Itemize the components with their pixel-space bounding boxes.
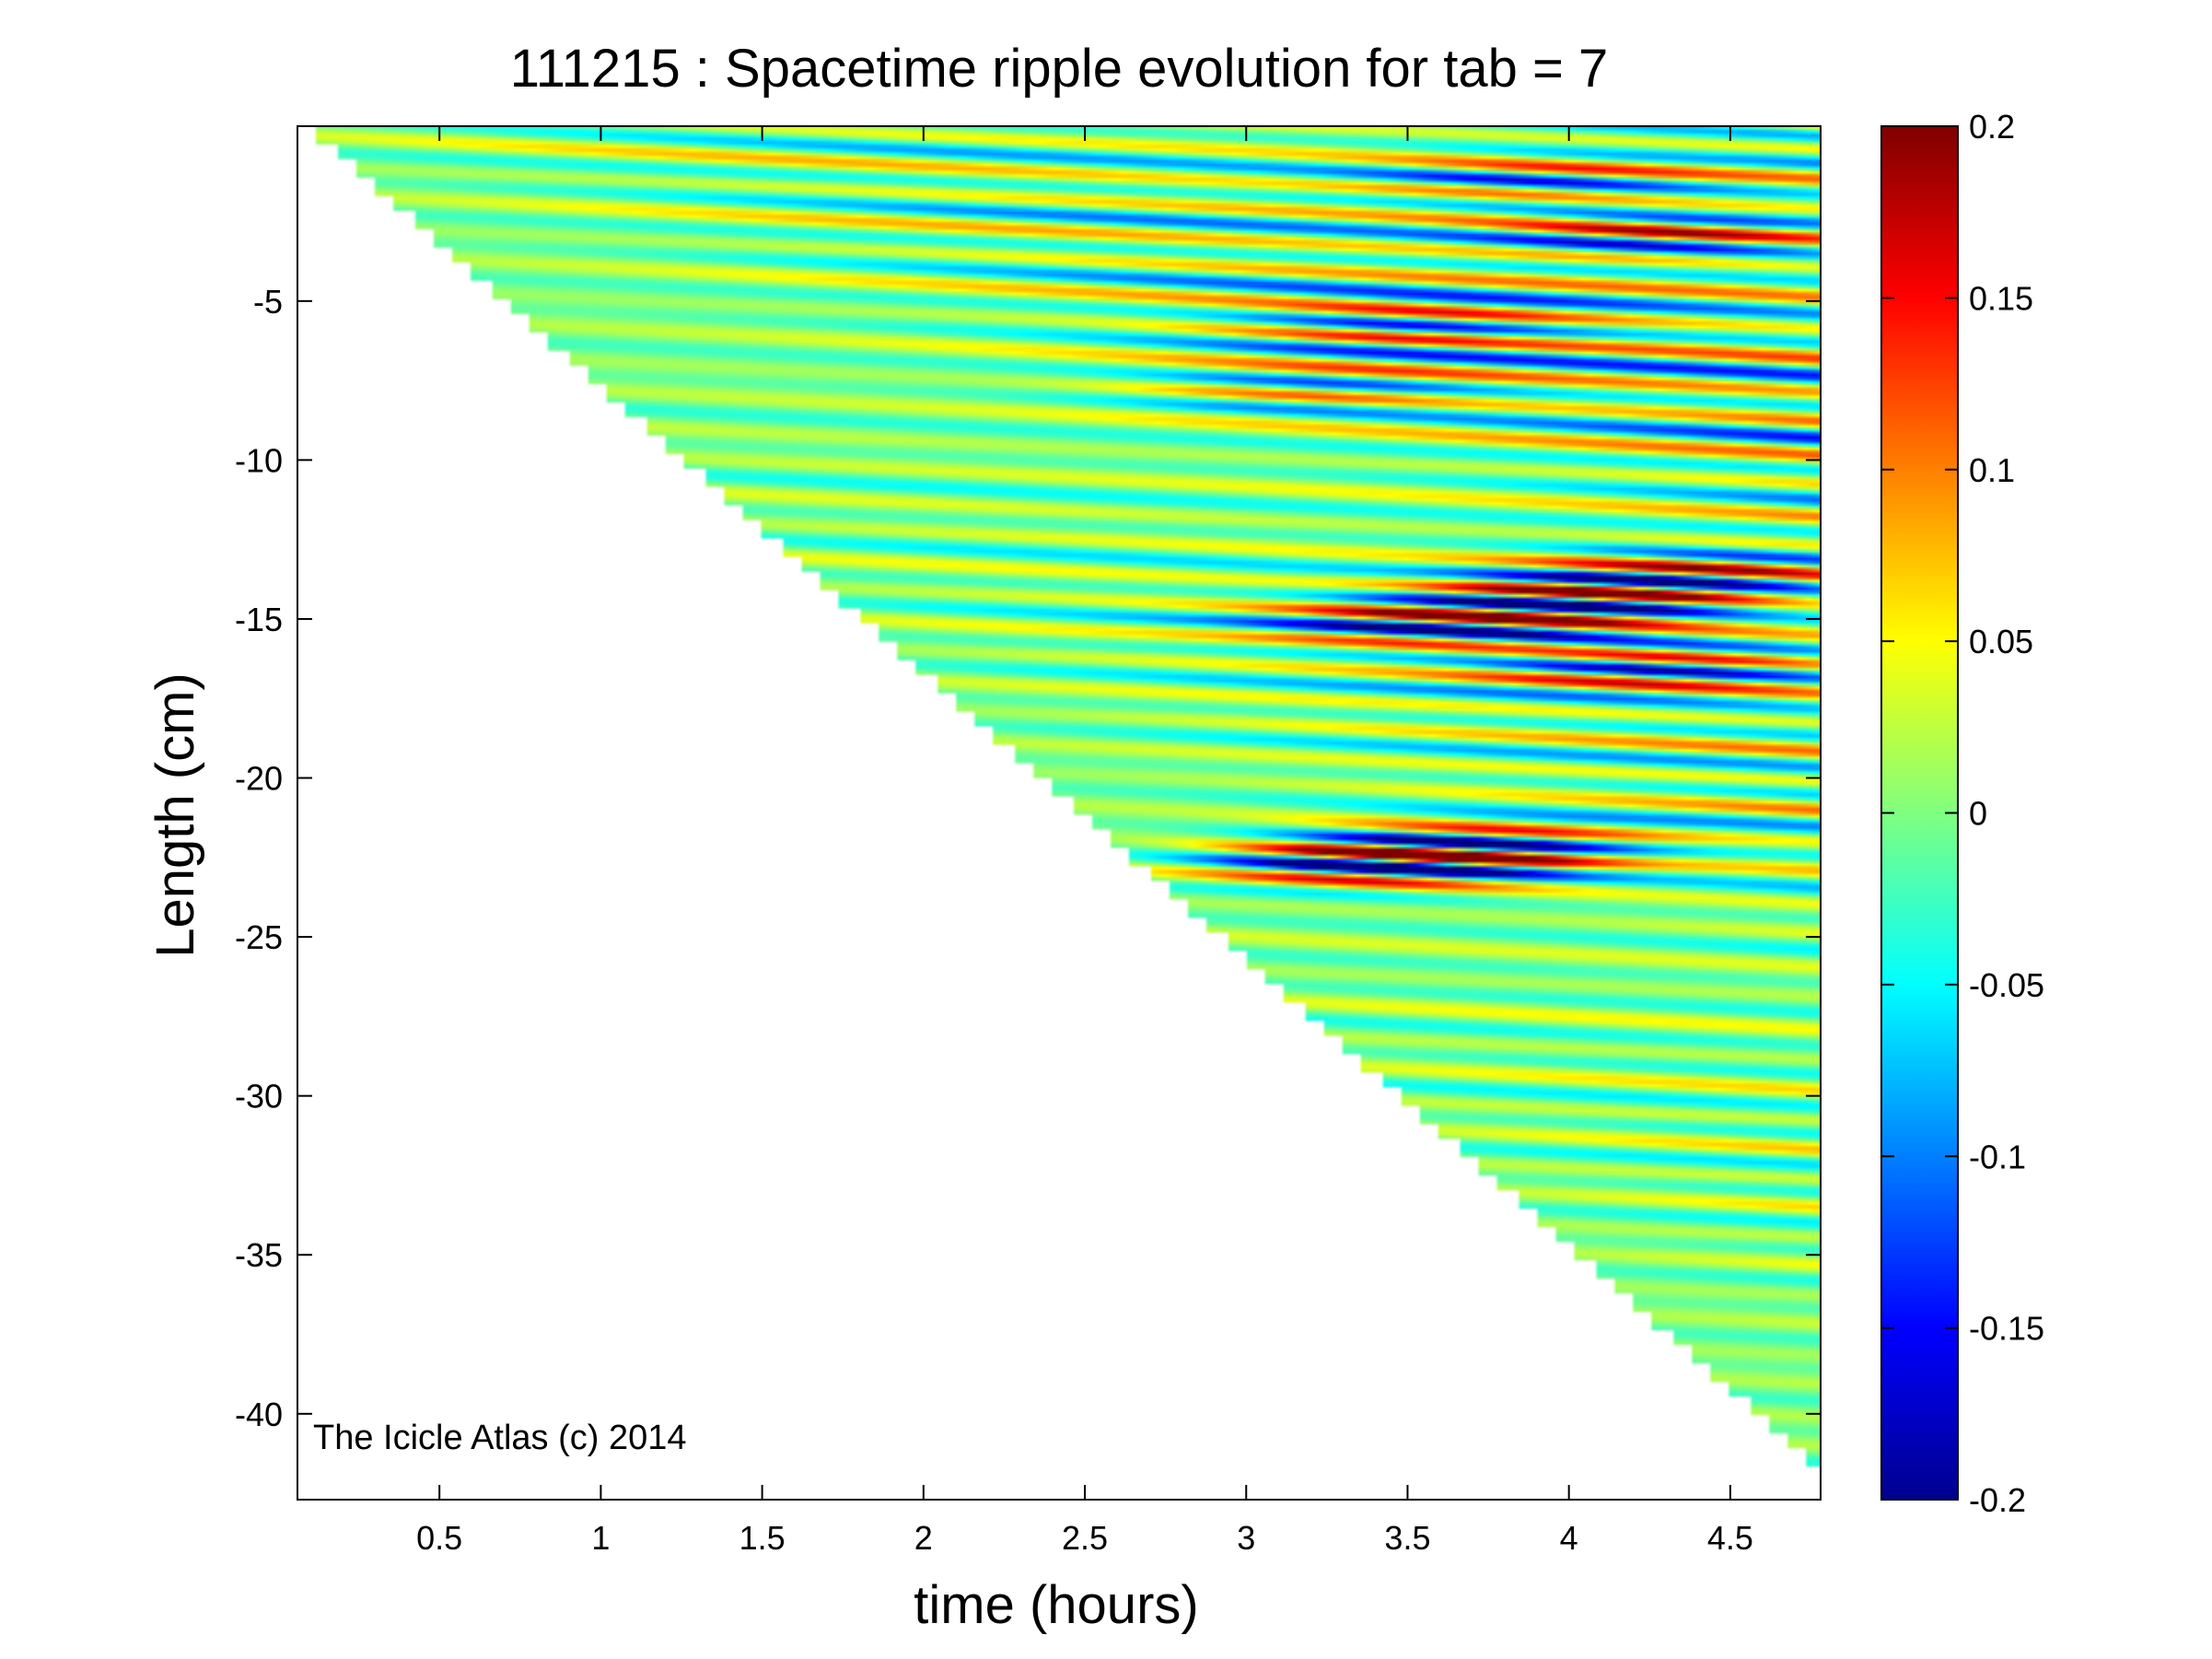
colorbar-tick-label: 0.05 [1969, 623, 2033, 660]
y-tick-label: -40 [235, 1396, 283, 1433]
x-tick-label: 3 [1237, 1519, 1255, 1557]
colorbar-tick-label: -0.05 [1969, 966, 2044, 1004]
chart-title: 111215 : Spacetime ripple evolution for … [510, 39, 1608, 99]
plot-area: 0.5 1 1.5 2 2.5 3 3.5 4 4.5 -5 -10 -15 -20 -25 -30 -35… [235, 125, 1822, 1557]
heatmap-image [297, 126, 1821, 1500]
y-tick-label: -15 [235, 601, 283, 638]
copyright-annotation: The Icicle Atlas (c) 2014 [313, 1419, 687, 1457]
x-axis-title: time (hours) [914, 1575, 1198, 1635]
x-axis-ticks: 0.5 1 1.5 2 2.5 3 3.5 4 4.5 [416, 126, 1753, 1557]
x-tick-label: 1.5 [739, 1519, 786, 1557]
colorbar-tick-label: 0.1 [1969, 451, 2015, 489]
x-tick-label: 3.5 [1384, 1519, 1430, 1557]
colorbar-tick-label: -0.2 [1969, 1481, 2026, 1519]
colorbar-ticks: 0.2 0.15 0.1 0.05 0 -0.05 -0.1 -0.15 -0.2 [1881, 108, 2044, 1519]
colorbar-tick-label: 0 [1969, 795, 1987, 833]
y-axis-title: Length (cm) [146, 672, 205, 957]
y-axis-ticks: -5 -10 -15 -20 -25 -30 -35 -40 [235, 283, 1821, 1433]
y-tick-label: -20 [235, 760, 283, 798]
x-tick-label: 2.5 [1062, 1519, 1108, 1557]
colorbar-tick-label: 0.2 [1969, 108, 2015, 146]
y-tick-label: -25 [235, 918, 283, 956]
x-tick-label: 4.5 [1707, 1519, 1753, 1557]
x-tick-label: 1 [591, 1519, 610, 1557]
y-tick-label: -30 [235, 1078, 283, 1116]
y-tick-label: -35 [235, 1236, 283, 1274]
x-tick-label: 2 [914, 1519, 933, 1557]
x-tick-label: 4 [1560, 1519, 1578, 1557]
y-tick-label: -5 [253, 283, 283, 321]
y-tick-label: -10 [235, 441, 283, 479]
colorbar: 0.2 0.15 0.1 0.05 0 -0.05 -0.1 -0.15 -0.2 [1880, 108, 2044, 1519]
colorbar-tick-label: -0.15 [1969, 1310, 2044, 1348]
plot-frame [297, 125, 1822, 1501]
colorbar-tick-label: 0.15 [1969, 279, 2033, 317]
x-tick-label: 0.5 [416, 1519, 462, 1557]
colorbar-tick-label: -0.1 [1969, 1138, 2026, 1175]
